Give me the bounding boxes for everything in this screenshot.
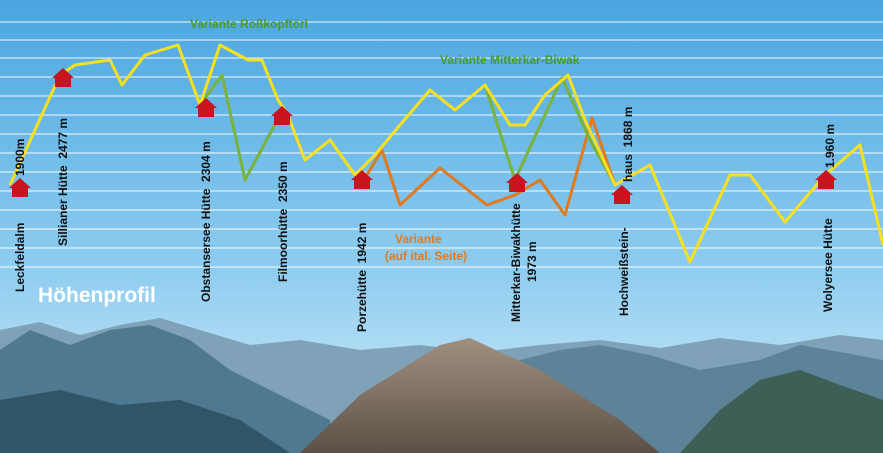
variant-label: Variante Roßkopftörl [190,17,308,31]
variant-label: Variante [395,232,442,246]
hut-elevation: 1.960 m [823,124,837,168]
hut-elevation: 1973 m [525,241,539,282]
hut-name: Sillianer Hütte 2477 m [56,118,70,246]
variant-label: (auf ital. Seite) [385,249,467,263]
hut-name: Filmoorhütte 2350 m [276,161,290,282]
hut-elevation: haus 1868 m [621,107,635,182]
hut-name: Porzehütte 1942 m [355,223,369,332]
hut-name: Leckfeldalm [13,223,27,292]
hut-name: Wolyersee Hütte [821,218,835,312]
hut-name: Mitterkar-Biwakhütte [509,203,523,322]
hut-name: Hochweißstein- [617,227,631,316]
title: Höhenprofil [38,284,156,307]
variant-label: Variante Mitterkar-Biwak [440,53,580,67]
hut-name: Obstansersee Hütte 2304 m [199,141,213,302]
elevation-profile: Variante Roßkopftörl Variante Mitterkar-… [0,0,883,453]
hut-elevation: 1900m [13,139,27,176]
